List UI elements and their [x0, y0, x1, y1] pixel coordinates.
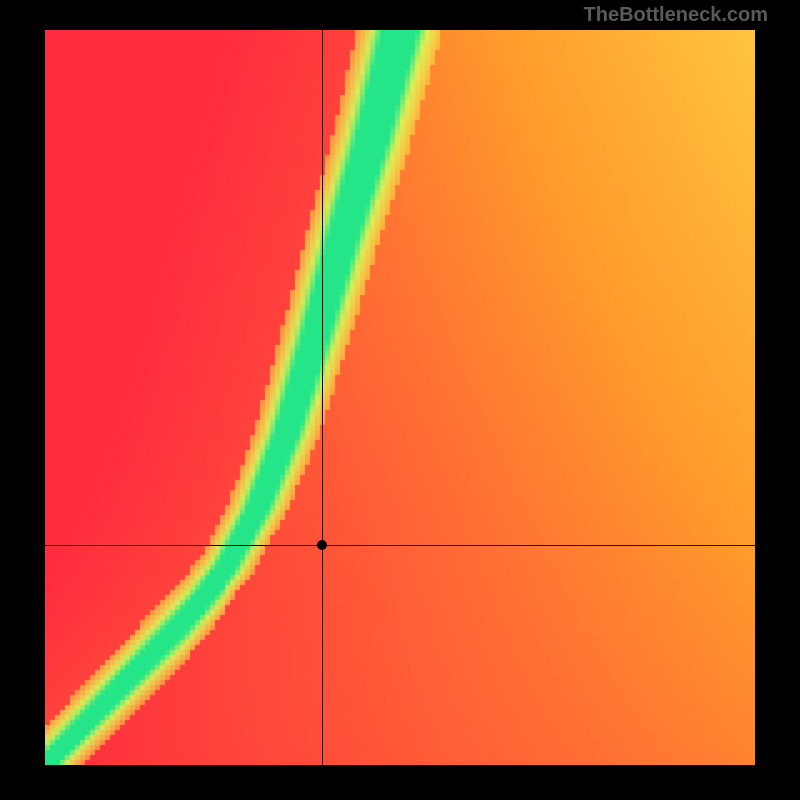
heatmap-plot	[45, 30, 755, 765]
heatmap-canvas	[45, 30, 755, 765]
crosshair-vertical	[322, 30, 323, 765]
chart-container: TheBottleneck.com	[0, 0, 800, 800]
crosshair-horizontal	[45, 545, 755, 546]
data-point-marker	[317, 540, 327, 550]
watermark-text: TheBottleneck.com	[584, 4, 768, 27]
